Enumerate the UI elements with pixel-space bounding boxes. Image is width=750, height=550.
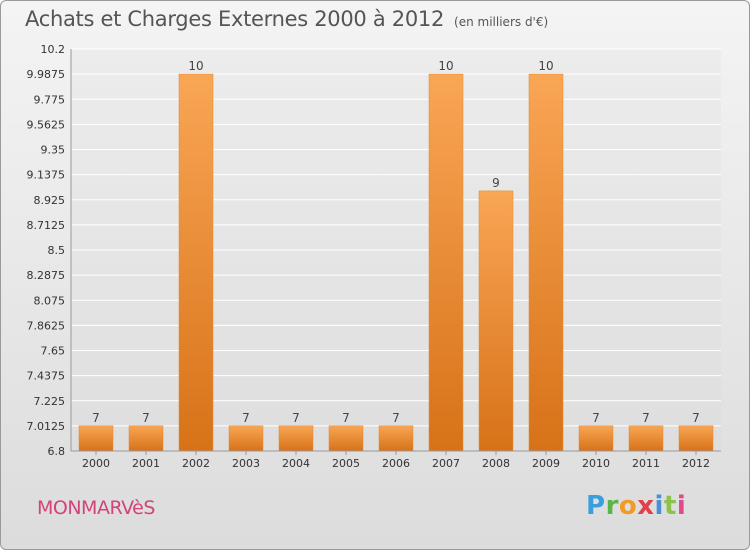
y-tick-label: 9.5625 [27, 118, 66, 131]
x-tick-label: 2010 [582, 457, 610, 470]
bar-value-label: 9 [492, 176, 500, 190]
bar-value-label: 7 [642, 411, 650, 425]
y-tick-label: 10.2 [41, 43, 66, 56]
y-tick-label: 8.925 [34, 194, 66, 207]
y-tick-label: 7.225 [34, 395, 66, 408]
bar-value-label: 7 [592, 411, 600, 425]
bar [378, 425, 414, 452]
y-tick-label: 8.2875 [27, 269, 66, 282]
logo-letter: r [605, 491, 619, 521]
proxiti-logo[interactable]: Proxiti [586, 491, 686, 521]
bar-value-label: 7 [92, 411, 100, 425]
logo-letter: P [586, 491, 606, 521]
bar-value-label: 7 [342, 411, 350, 425]
x-tick-label: 2007 [432, 457, 460, 470]
logo-letter: o [618, 491, 638, 521]
x-tick-label: 2003 [232, 457, 260, 470]
x-tick-label: 2001 [132, 457, 160, 470]
bar [478, 190, 514, 452]
y-tick-label: 8.075 [34, 294, 66, 307]
x-tick-label: 2004 [282, 457, 310, 470]
bar [278, 425, 314, 452]
x-tick-label: 2008 [482, 457, 510, 470]
bar-value-label: 7 [392, 411, 400, 425]
bar [428, 73, 464, 452]
y-tick-label: 9.1375 [27, 169, 66, 182]
bar [178, 73, 214, 452]
bar [628, 425, 664, 452]
logo-letter: x [637, 491, 655, 521]
y-tick-label: 6.8 [48, 445, 66, 458]
city-name: MONMARVèS [37, 497, 155, 519]
bar-value-label: 7 [142, 411, 150, 425]
x-tick-label: 2006 [382, 457, 410, 470]
x-axis: 2000 2001 2002 2003 2004 2005 2006 2007 2008 2009… [71, 450, 721, 470]
bar [78, 425, 114, 452]
data-labels: 7 7 10 7 7 7 7 10 9 10 7 7 7 [92, 59, 700, 425]
chart-subtitle: (en milliers d'€) [454, 15, 549, 29]
bar-value-label: 7 [242, 411, 250, 425]
bar [678, 425, 714, 452]
x-tick-label: 2011 [632, 457, 660, 470]
chart-title-block: Achats et Charges Externes 2000 à 2012 (e… [25, 7, 548, 31]
x-tick-label: 2000 [82, 457, 110, 470]
y-tick-label: 9.775 [34, 93, 66, 106]
bar [128, 425, 164, 452]
x-tick-label: 2005 [332, 457, 360, 470]
y-tick-label: 8.7125 [27, 219, 66, 232]
logo-letter: t [663, 491, 677, 521]
bar-value-label: 10 [538, 59, 553, 73]
bar-value-label: 10 [438, 59, 453, 73]
chart-title: Achats et Charges Externes 2000 à 2012 [25, 7, 445, 31]
bar-value-label: 10 [188, 59, 203, 73]
y-tick-label: 7.0125 [27, 420, 66, 433]
y-tick-label: 7.8625 [27, 319, 66, 332]
x-tick-label: 2002 [182, 457, 210, 470]
y-axis: 6.8 7.0125 7.225 7.4375 7.65 7.8625 8.075 8.287… [27, 43, 72, 458]
bar [528, 73, 564, 452]
x-tick-label: 2009 [532, 457, 560, 470]
bar [328, 425, 364, 452]
bar-value-label: 7 [692, 411, 700, 425]
logo-letter: i [654, 491, 664, 521]
bars [78, 73, 714, 452]
y-tick-label: 8.5 [48, 244, 66, 257]
y-tick-label: 7.65 [41, 345, 66, 358]
y-tick-label: 9.9875 [27, 68, 66, 81]
bar [578, 425, 614, 452]
y-tick-label: 7.4375 [27, 370, 66, 383]
y-tick-label: 9.35 [41, 144, 66, 157]
logo-letter: i [676, 491, 687, 521]
bar-value-label: 7 [292, 411, 300, 425]
x-tick-label: 2012 [682, 457, 710, 470]
bar [228, 425, 264, 452]
